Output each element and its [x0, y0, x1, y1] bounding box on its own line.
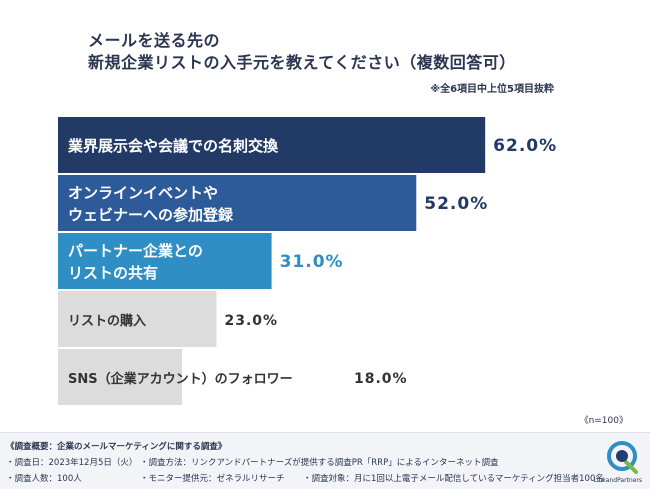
footer-panel-provider: ・モニター提供元：ゼネラルリサーチ [140, 474, 285, 484]
footer-survey-date: ・調査日：2023年12月5日（火） [6, 458, 138, 468]
bar-5 [58, 349, 183, 405]
survey-footer: 《調査概要：企業のメールマーケティングに関する調査》 ・調査日：2023年12月… [0, 432, 650, 489]
footer-target: ・調査対象：月に1回以上電子メール配信しているマーケティング担当者100名 [303, 474, 604, 484]
bar-2 [58, 175, 417, 231]
category-label-3-line-1: パートナー企業との [68, 242, 203, 260]
category-label-2-line-1: オンラインイベントや [68, 184, 218, 202]
category-label-4-line-1: リストの購入 [68, 313, 146, 329]
category-label-5-line-1: SNS（企業アカウント）のフォロワー [68, 371, 293, 387]
bar-4 [58, 291, 217, 347]
logo-text: LinkandPartners [593, 477, 642, 484]
subset-note: ※全6項目中上位5項目抜粋 [430, 84, 554, 95]
category-label-1-line-1: 業界展示会や会議での名刺交換 [67, 137, 279, 155]
value-label-3: 31.0% [280, 252, 344, 272]
category-label-3-line-2: リストの共有 [68, 264, 158, 282]
title-line-2: 新規企業リストの入手元を教えてください（複数回答可） [88, 53, 516, 72]
sample-size-label: 《n=100》 [579, 416, 628, 426]
bar-3 [58, 233, 272, 289]
value-label-5: 18.0% [354, 371, 408, 387]
chart-title: メールを送る先の 新規企業リストの入手元を教えてください（複数回答可） [88, 30, 516, 74]
value-label-1: 62.0% [493, 136, 557, 156]
bar-1 [58, 117, 486, 173]
footer-survey-method: ・調査方法：リンクアンドパートナーズが提供する調査PR「RRP」によるインターネ… [140, 458, 499, 468]
bar-chart: 業界展示会や会議での名刺交換 62.0% オンラインイベントやウェビナーへの参加登録… [58, 117, 557, 405]
footer-heading: 《調査概要：企業のメールマーケティングに関する調査》 [6, 442, 227, 452]
value-label-4: 23.0% [224, 313, 278, 329]
value-label-2: 52.0% [424, 194, 488, 214]
title-line-1: メールを送る先の [88, 31, 221, 50]
category-label-2-line-2: ウェビナーへの参加登録 [68, 206, 234, 224]
link-and-partners-logo-icon [607, 441, 638, 474]
footer-respondents: ・調査人数：100人 [6, 474, 82, 484]
